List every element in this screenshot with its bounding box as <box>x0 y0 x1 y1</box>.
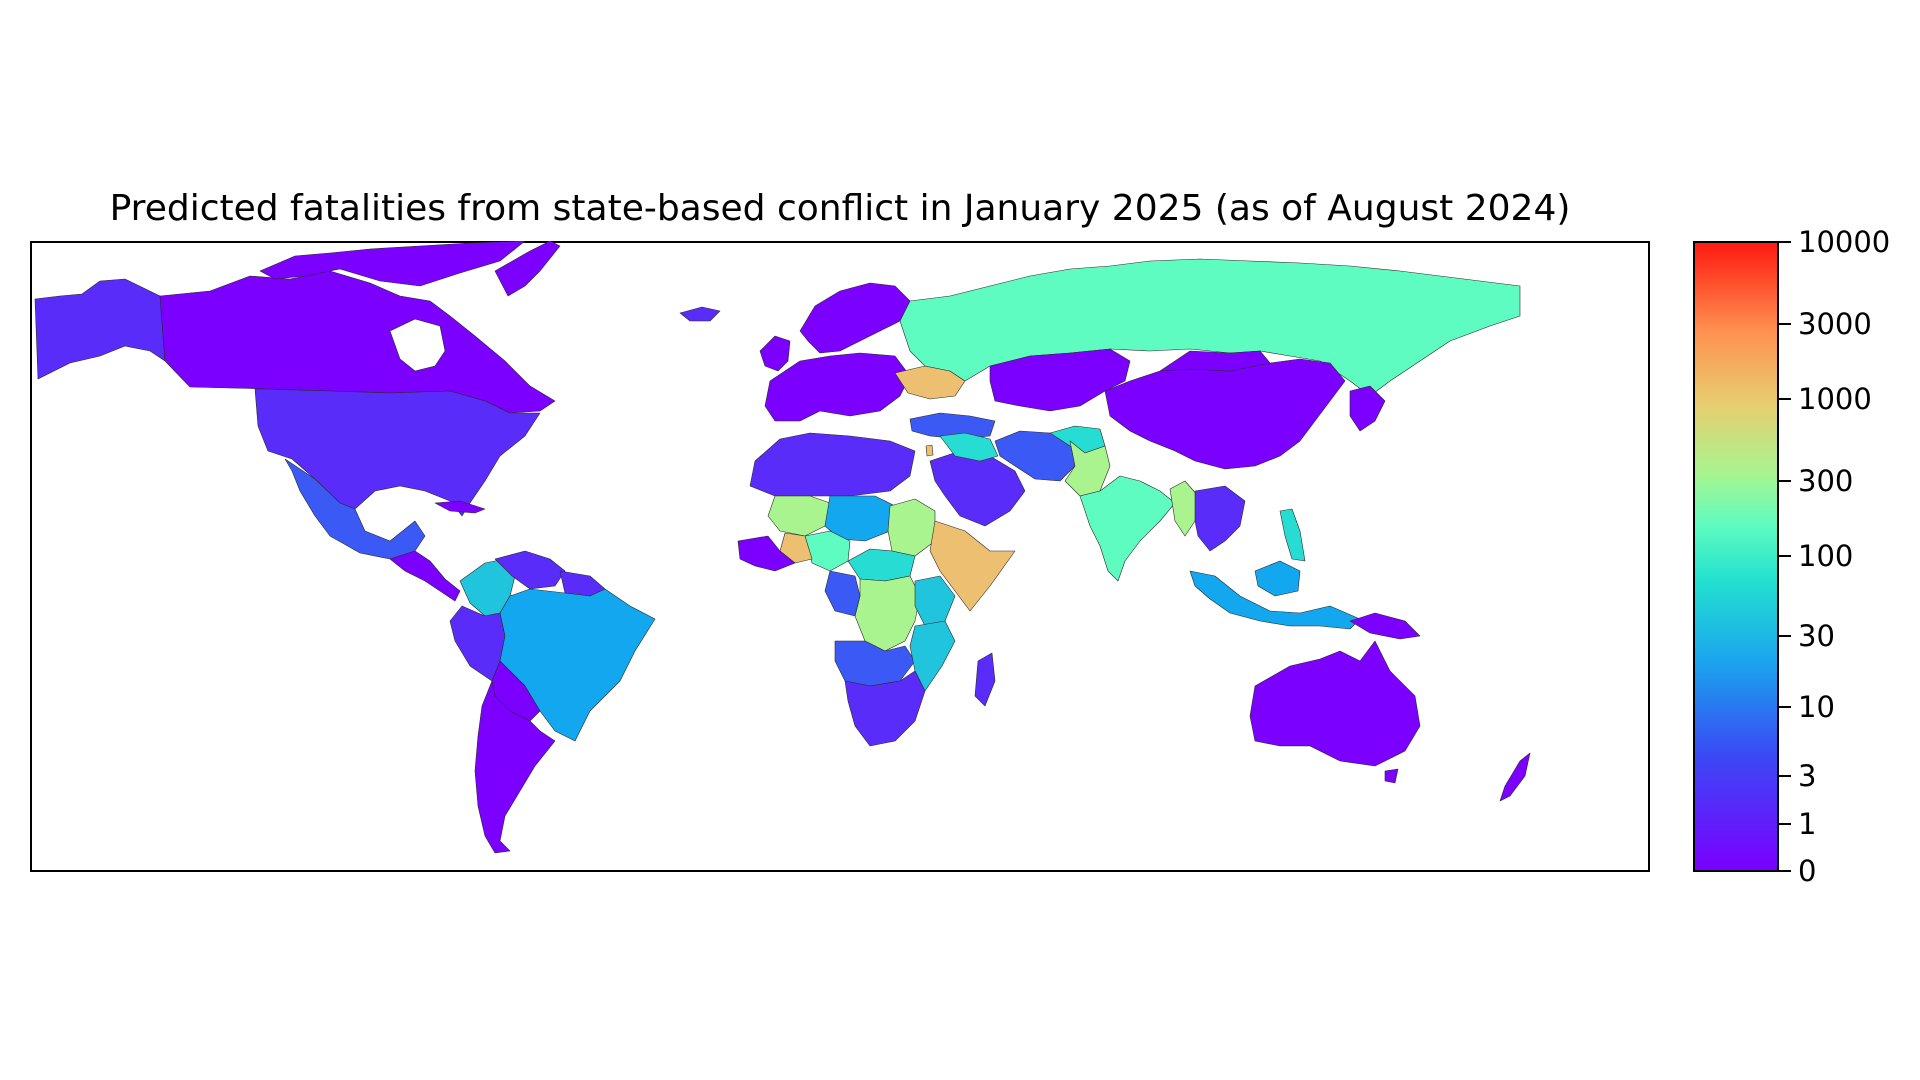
colorbar-tick-label: 10 <box>1798 690 1835 725</box>
colorbar-tick-label: 10000 <box>1798 225 1891 259</box>
region-southern-africa <box>844 670 926 747</box>
region-angola-zambia <box>834 640 916 687</box>
region-venezuela <box>494 550 566 590</box>
colorbar-tick <box>1779 822 1791 825</box>
map-title: Predicted fatalities from state-based co… <box>109 188 1571 229</box>
region-burkina-faso <box>779 532 813 564</box>
region-niger-chad <box>824 495 896 542</box>
colorbar-tick-label: 30 <box>1798 619 1835 654</box>
region-australia <box>1249 640 1421 767</box>
colorbar-tick <box>1779 870 1791 872</box>
region-india <box>1079 475 1176 582</box>
region-iraq-syria <box>939 432 999 462</box>
region-iceland <box>679 306 721 322</box>
colorbar-tick <box>1779 480 1791 483</box>
region-sudan <box>887 498 936 557</box>
region-mali-sahel <box>767 495 831 537</box>
region-madagascar <box>974 652 996 707</box>
region-mozambique-tanzania <box>909 620 956 692</box>
region-central-america <box>389 550 461 602</box>
region-new-zealand <box>1499 752 1531 802</box>
region-israel <box>925 444 934 457</box>
region-tasmania <box>1384 768 1399 784</box>
colorbar <box>1693 241 1779 872</box>
region-new-guinea <box>1349 612 1421 640</box>
region-indonesia <box>1189 570 1361 630</box>
region-western-europe <box>764 352 911 422</box>
region-philippines <box>1279 508 1306 562</box>
region-borneo <box>1254 560 1301 597</box>
region-west-africa-coast <box>737 535 796 572</box>
colorbar-tick-label: 1000 <box>1798 382 1872 417</box>
colorbar-tick <box>1779 635 1791 638</box>
region-southeast-asia <box>1194 485 1246 552</box>
colorbar-tick-label: 3 <box>1798 759 1817 794</box>
colorbar-tick-label: 1 <box>1798 806 1817 841</box>
region-mexico <box>284 458 426 560</box>
colorbar-tick-label: 3000 <box>1798 307 1872 342</box>
region-canada-arctic-islands <box>259 241 526 287</box>
colorbar-tick <box>1779 398 1791 401</box>
region-iran <box>994 430 1076 482</box>
colorbar-tick-label: 300 <box>1798 464 1854 499</box>
region-turkey-caucasus <box>909 412 996 440</box>
colorbar-tick <box>1779 323 1791 326</box>
hudson-bay <box>389 318 446 372</box>
region-ethiopia-somalia <box>929 520 1016 612</box>
colorbar-tick-label: 0 <box>1798 854 1817 888</box>
colorbar-tick <box>1779 775 1791 778</box>
colorbar-tick-label: 100 <box>1798 538 1854 573</box>
region-uk-ireland <box>759 335 791 372</box>
region-united-states <box>254 388 541 517</box>
region-mongolia <box>1159 350 1271 372</box>
colorbar-tick <box>1779 706 1791 709</box>
region-korea-japan <box>1349 385 1386 432</box>
region-cuba <box>434 500 486 514</box>
region-greenland <box>494 241 561 297</box>
world-map <box>30 241 1650 872</box>
region-argentina-chile <box>474 680 556 854</box>
region-congo-gabon <box>824 570 861 617</box>
colorbar-tick <box>1779 554 1791 557</box>
colorbar-tick <box>1779 241 1791 243</box>
